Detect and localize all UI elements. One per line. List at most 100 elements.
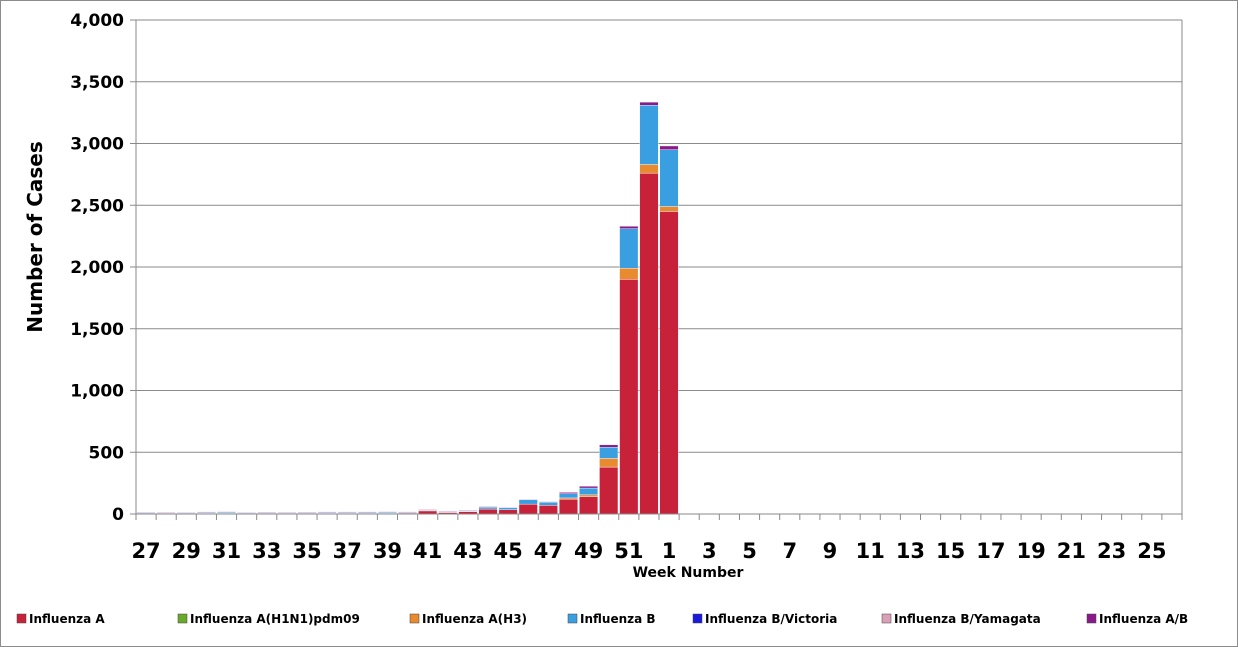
y-tick-label: 4,000 — [70, 11, 124, 31]
bar-segment — [559, 493, 578, 499]
y-tick-label: 500 — [89, 443, 125, 463]
bar-segment — [377, 511, 397, 513]
bar-segment — [599, 444, 619, 448]
x-tick-label: 37 — [333, 539, 362, 563]
bar-segment — [217, 511, 236, 513]
x-tick-label: 7 — [782, 539, 797, 563]
bar-segment — [538, 501, 558, 503]
bar-segment — [478, 506, 498, 508]
legend-label: Influenza B — [580, 612, 656, 626]
x-tick-label: 29 — [172, 539, 201, 563]
legend-item: Influenza A(H3) — [409, 612, 527, 626]
legend-label: Influenza A/B — [1099, 612, 1188, 626]
legend-label: Influenza B/Yamagata — [894, 612, 1041, 626]
x-tick-label: 3 — [702, 539, 717, 563]
legend-item: Influenza A/B — [1086, 612, 1188, 626]
bar-segment — [297, 512, 317, 514]
bar-segment — [498, 507, 518, 509]
y-tick-label: 1,000 — [70, 382, 124, 402]
legend-swatch — [409, 613, 420, 624]
x-tick-label: 35 — [292, 539, 321, 563]
bar-segment — [639, 105, 659, 165]
bar-segment — [418, 509, 438, 511]
x-axis-label: Week Number — [633, 565, 744, 581]
x-tick-label: 27 — [131, 539, 160, 563]
legend-swatch — [881, 613, 892, 624]
legend-item: Influenza B/Victoria — [692, 612, 837, 626]
bar-segment — [599, 466, 619, 515]
x-tick-label: 21 — [1057, 539, 1086, 563]
x-tick-label: 49 — [574, 539, 603, 563]
y-tick-label: 0 — [112, 505, 124, 525]
axes: 0 500 1,000 1,500 2,000 2,500 3,000 3,500 4,000 2… — [70, 11, 1183, 563]
x-tick-label: 19 — [1017, 539, 1046, 563]
bar-segment — [498, 509, 518, 515]
legend-item: Influenza B — [567, 612, 656, 626]
bar-segment — [639, 101, 659, 106]
bar-segment — [518, 503, 538, 515]
bar-segment — [538, 502, 558, 506]
legend-item: Influenza A — [16, 612, 105, 626]
legend-swatch — [692, 613, 703, 624]
bar-segment — [619, 279, 639, 515]
bar-segment — [257, 512, 277, 514]
bar-segment — [559, 498, 578, 515]
legend-swatch — [177, 613, 188, 624]
x-tick-label: 39 — [373, 539, 402, 563]
y-axis-label: Number of Cases — [23, 141, 47, 332]
bar-segment — [599, 447, 619, 459]
x-tick-label: 11 — [856, 539, 885, 563]
bar-segment — [458, 510, 478, 512]
x-tick-label: 1 — [662, 539, 677, 563]
bar-segment — [337, 511, 357, 513]
legend-swatch — [16, 613, 27, 624]
bar-segment — [196, 511, 216, 513]
y-tick-label: 3,000 — [70, 135, 124, 155]
bar-segment — [357, 511, 377, 513]
bar-segment — [317, 511, 337, 513]
bar-segment — [599, 458, 619, 468]
bar-segment — [156, 512, 176, 514]
y-tick-label: 2,000 — [70, 258, 124, 278]
bar-segment — [237, 511, 257, 513]
x-tick-label: 47 — [534, 539, 563, 563]
x-tick-label: 9 — [823, 539, 838, 563]
bar-segment — [478, 507, 498, 510]
x-tick-label: 43 — [453, 539, 482, 563]
legend-label: Influenza A(H1N1)pdm09 — [190, 612, 360, 626]
bar-segment — [639, 164, 659, 174]
y-tick-label: 3,500 — [70, 73, 124, 93]
legend-swatch — [567, 613, 578, 624]
bar-segment — [659, 149, 679, 207]
bar-segment — [398, 511, 418, 513]
x-tick-label: 13 — [896, 539, 925, 563]
legend-label: Influenza A — [29, 612, 105, 626]
bar-segment — [579, 496, 599, 515]
x-tick-label: 41 — [413, 539, 442, 563]
x-tick-label: 51 — [614, 539, 643, 563]
bar-segment — [136, 512, 156, 514]
x-tick-label: 31 — [212, 539, 241, 563]
bar-segment — [579, 487, 599, 496]
bar-segment — [619, 226, 639, 229]
bar-segment — [277, 512, 297, 514]
bar-segment — [498, 507, 518, 510]
bar-segment — [538, 505, 558, 515]
bar-segment — [176, 511, 196, 513]
legend-label: Influenza B/Victoria — [705, 612, 837, 626]
bar-segment — [659, 206, 679, 212]
legend-swatch — [1086, 613, 1097, 624]
bar-segment — [579, 486, 599, 489]
legend: Influenza A Influenza A(H1N1)pdm09 Influen… — [16, 612, 1188, 626]
legend-label: Influenza A(H3) — [422, 612, 527, 626]
bar-segment — [639, 172, 659, 515]
x-tick-label: 25 — [1137, 539, 1166, 563]
legend-item: Influenza A(H1N1)pdm09 — [177, 612, 360, 626]
gridlines — [136, 19, 1182, 453]
bar-segment — [438, 511, 458, 513]
y-tick-label: 2,500 — [70, 196, 124, 216]
x-tick-label: 33 — [252, 539, 281, 563]
y-tick-label: 1,500 — [70, 320, 124, 340]
bar-segment — [619, 268, 639, 280]
